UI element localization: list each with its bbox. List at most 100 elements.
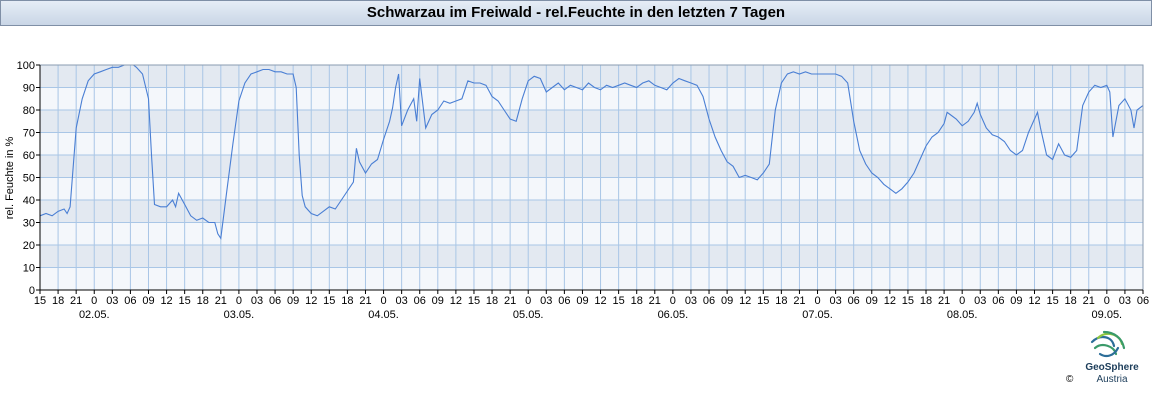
x-tick-label: 0 <box>814 295 820 307</box>
x-tick-label: 12 <box>160 295 172 307</box>
x-tick-label: 09 <box>287 295 299 307</box>
x-tick-label: 0 <box>380 295 386 307</box>
y-tick-label: 40 <box>23 195 35 207</box>
x-tick-label: 0 <box>236 295 242 307</box>
x-tick-label: 09 <box>866 295 878 307</box>
x-tick-label: 12 <box>1028 295 1040 307</box>
x-tick-label: 06 <box>269 295 281 307</box>
date-label: 07.05. <box>802 309 833 321</box>
band-80 <box>40 87 1143 110</box>
x-tick-label: 03 <box>251 295 263 307</box>
x-tick-label: 12 <box>450 295 462 307</box>
x-tick-label: 0 <box>91 295 97 307</box>
band-40 <box>40 177 1143 200</box>
x-tick-label: 15 <box>34 295 46 307</box>
axes <box>36 64 1144 294</box>
x-tick-labels: 15 18 21 0 03 06 09 12 15 18 21 0 03 06 09 12 15 18 21 0 03 0… <box>34 295 1149 307</box>
x-tick-label: 09 <box>576 295 588 307</box>
y-tick-label: 90 <box>23 83 35 95</box>
x-tick-label: 18 <box>775 295 787 307</box>
x-tick-label: 15 <box>757 295 769 307</box>
x-tick-label: 18 <box>341 295 353 307</box>
x-tick-label: 06 <box>558 295 570 307</box>
x-tick-label: 21 <box>359 295 371 307</box>
x-tick-label: 12 <box>305 295 317 307</box>
y-tick-label: 80 <box>23 105 35 117</box>
x-tick-label: 09 <box>1010 295 1022 307</box>
x-tick-label: 06 <box>703 295 715 307</box>
y-axis-label: rel. Feuchte in % <box>4 137 16 220</box>
x-tick-label: 18 <box>920 295 932 307</box>
x-tick-label: 21 <box>938 295 950 307</box>
band-10 <box>40 245 1143 268</box>
band-60 <box>40 132 1143 155</box>
x-tick-label: 18 <box>486 295 498 307</box>
x-tick-label: 0 <box>670 295 676 307</box>
date-label: 02.05. <box>79 309 110 321</box>
x-tick-label: 06 <box>414 295 426 307</box>
x-tick-label: 0 <box>1104 295 1110 307</box>
band-70 <box>40 110 1143 133</box>
y-tick-labels: 0 10 20 30 40 50 60 70 80 90 100 <box>17 60 35 297</box>
x-tick-label: 15 <box>612 295 624 307</box>
x-tick-label: 03 <box>974 295 986 307</box>
x-tick-label: 03 <box>685 295 697 307</box>
x-tick-label: 12 <box>884 295 896 307</box>
x-tick-label: 12 <box>594 295 606 307</box>
y-tick-label: 10 <box>23 263 35 275</box>
logo-subtitle: Austria <box>1096 374 1128 385</box>
date-label: 04.05. <box>368 309 399 321</box>
x-tick-label: 21 <box>215 295 227 307</box>
x-tick-label: 21 <box>793 295 805 307</box>
band-0 <box>40 267 1143 290</box>
date-label: 09.05. <box>1092 309 1123 321</box>
x-tick-label: 21 <box>70 295 82 307</box>
x-tick-label: 06 <box>848 295 860 307</box>
x-tick-label: 21 <box>1083 295 1095 307</box>
x-tick-label: 12 <box>739 295 751 307</box>
x-tick-label: 15 <box>1046 295 1058 307</box>
x-tick-label: 03 <box>540 295 552 307</box>
humidity-line <box>39 64 1144 240</box>
x-tick-label: 0 <box>959 295 965 307</box>
x-tick-label: 15 <box>323 295 335 307</box>
x-tick-label: 09 <box>142 295 154 307</box>
x-tick-label: 15 <box>468 295 480 307</box>
x-tick-label: 15 <box>179 295 191 307</box>
y-tick-label: 60 <box>23 150 35 162</box>
x-tick-label: 09 <box>721 295 733 307</box>
logo-name: GeoSphere <box>1085 362 1139 373</box>
x-tick-label: 06 <box>124 295 136 307</box>
date-labels: 02.05. 03.05. 04.05. 05.05. 06.05. 07.05. 08.0… <box>79 309 1122 321</box>
y-tick-label: 50 <box>23 173 35 185</box>
x-tick-label: 06 <box>1137 295 1149 307</box>
x-tick-label: 03 <box>829 295 841 307</box>
x-tick-label: 03 <box>396 295 408 307</box>
x-tick-label: 15 <box>902 295 914 307</box>
band-20 <box>40 222 1143 245</box>
background-bands <box>40 65 1143 290</box>
x-tick-label: 18 <box>631 295 643 307</box>
y-tick-label: 100 <box>17 60 35 72</box>
band-50 <box>40 155 1143 178</box>
date-label: 06.05. <box>658 309 689 321</box>
y-tick-label: 70 <box>23 128 35 140</box>
x-tick-label: 18 <box>197 295 209 307</box>
band-90 <box>40 65 1143 88</box>
x-tick-label: 06 <box>992 295 1004 307</box>
chart-title: Schwarzau im Freiwald - rel.Feuchte in d… <box>0 0 1152 26</box>
x-tick-label: 18 <box>52 295 64 307</box>
band-30 <box>40 200 1143 223</box>
x-tick-label: 03 <box>1119 295 1131 307</box>
date-label: 03.05. <box>224 309 255 321</box>
x-tick-label: 0 <box>525 295 531 307</box>
x-tick-label: 21 <box>649 295 661 307</box>
y-tick-label: 30 <box>23 218 35 230</box>
y-tick-label: 0 <box>29 285 35 297</box>
x-tick-label: 03 <box>106 295 118 307</box>
date-label: 05.05. <box>513 309 544 321</box>
x-tick-label: 09 <box>432 295 444 307</box>
geosphere-logo <box>1090 330 1126 358</box>
date-label: 08.05. <box>947 309 978 321</box>
